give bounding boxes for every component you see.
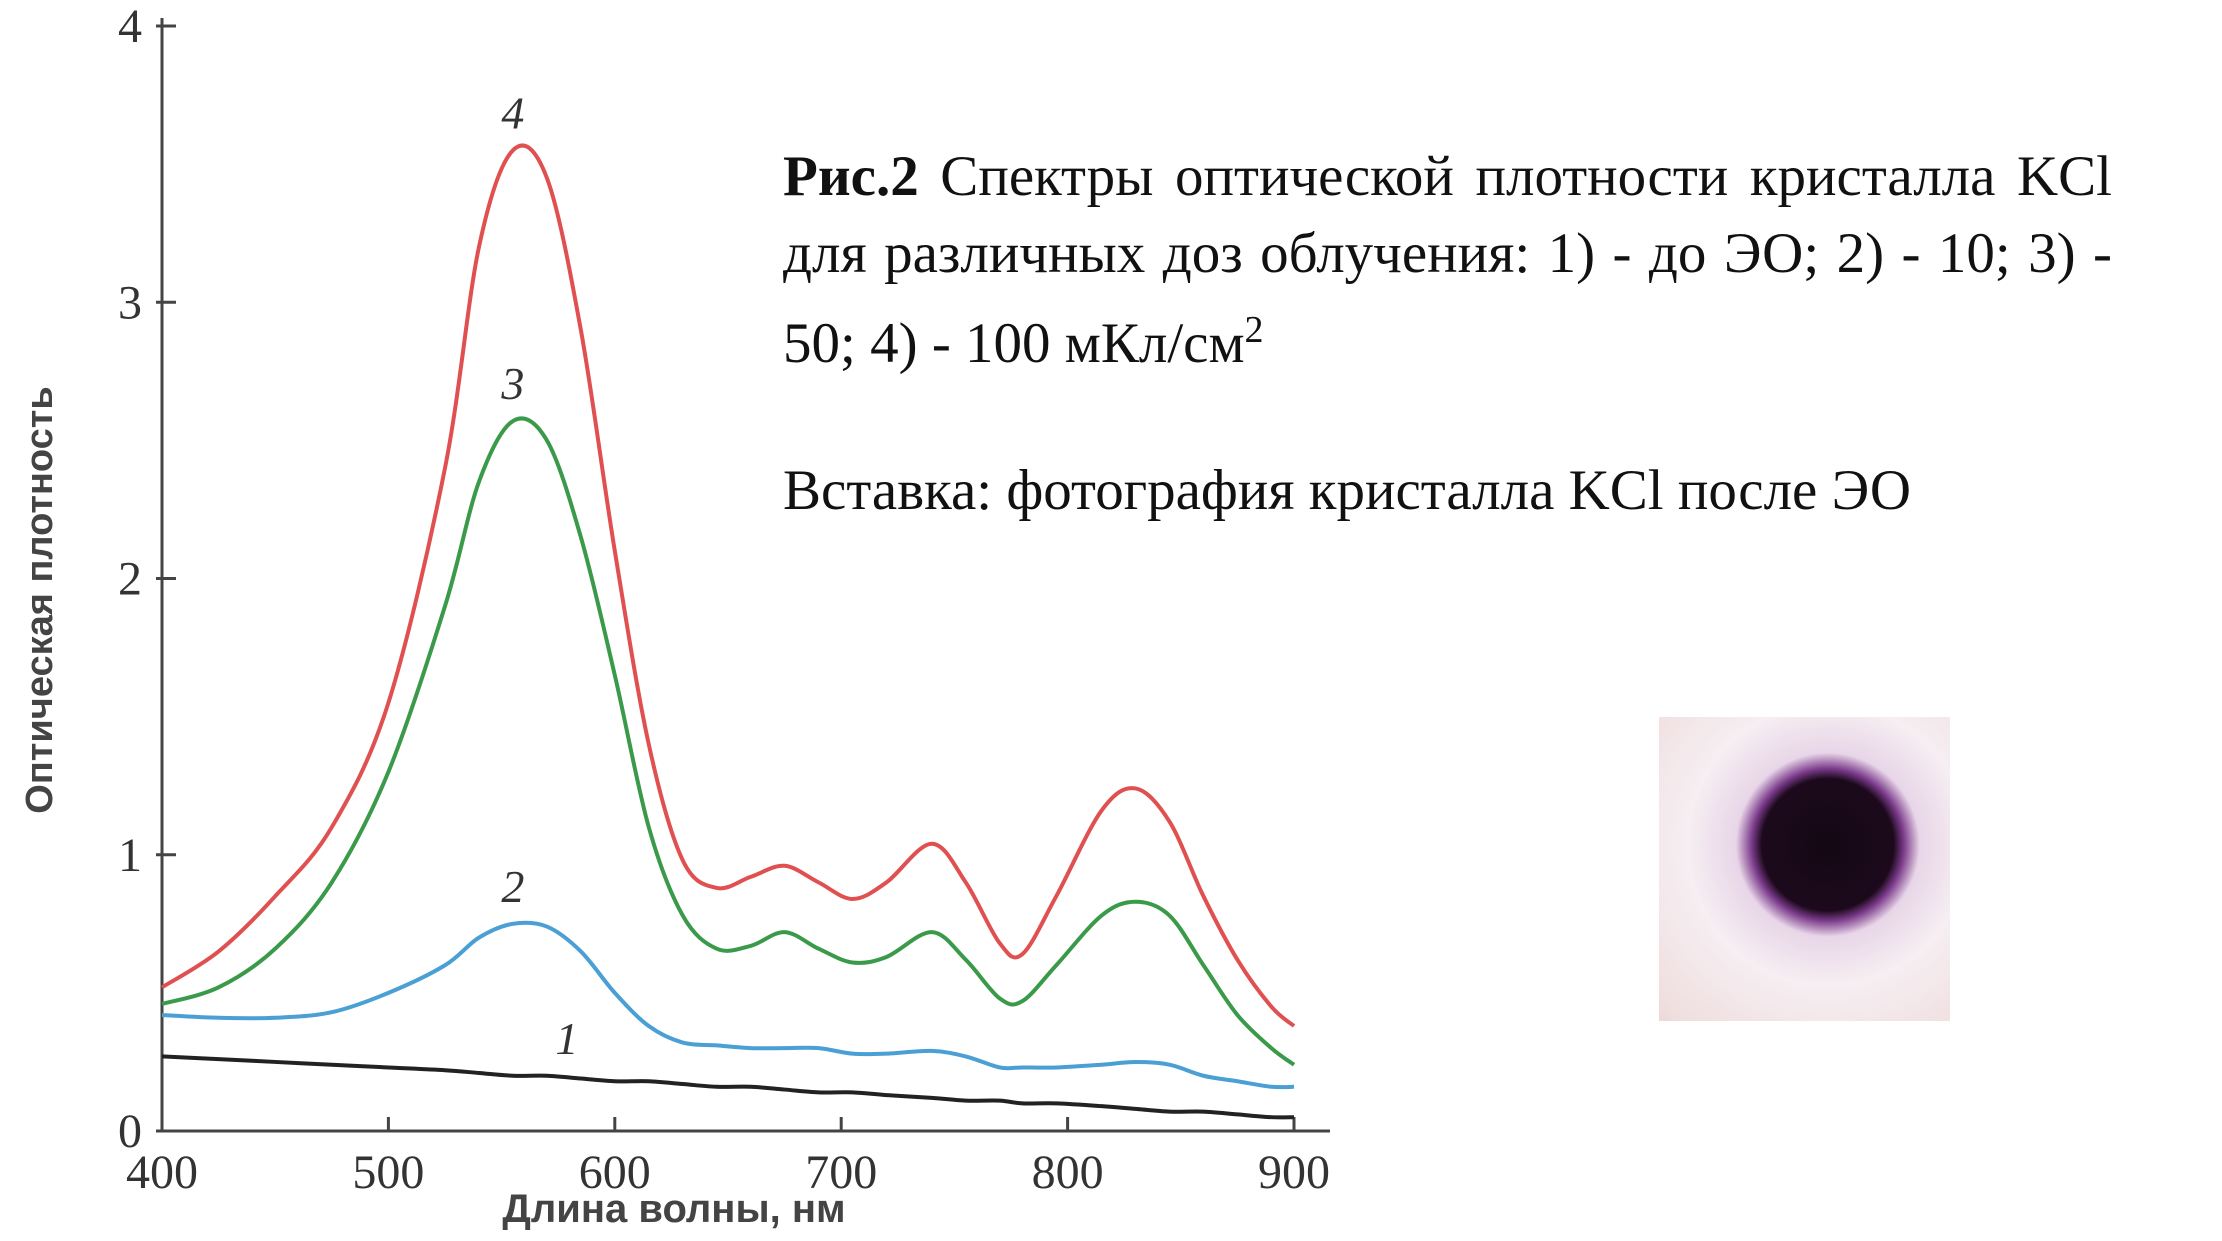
inset-photo <box>1659 717 1950 1021</box>
inset-caption: Вставка: фотография кристалла KCl после … <box>783 452 1911 529</box>
x-tick-label: 800 <box>1032 1146 1104 1199</box>
caption: Рис.2 Спектры оптической плотности крист… <box>783 138 2112 382</box>
series-line <box>162 1056 1294 1117</box>
curve-label: 3 <box>500 358 524 409</box>
caption-label: Рис.2 <box>783 145 919 208</box>
curve-label: 4 <box>501 87 524 138</box>
curve-label: 2 <box>501 861 524 912</box>
series-line <box>162 923 1294 1088</box>
page: Длина волны, нм Оптическая плотность 400… <box>0 0 2222 1241</box>
y-axis-label: Оптическая плотность <box>19 386 61 813</box>
x-tick-label: 600 <box>579 1146 651 1199</box>
y-tick-label: 2 <box>118 553 142 606</box>
y-tick-label: 4 <box>118 0 142 53</box>
x-tick-label: 700 <box>805 1146 877 1199</box>
curve-label: 1 <box>555 1013 578 1064</box>
y-tick-label: 0 <box>118 1105 142 1158</box>
x-tick-label: 500 <box>352 1146 424 1199</box>
x-axis-label: Длина волны, нм <box>502 1187 845 1231</box>
caption-superscript: 2 <box>1245 309 1264 351</box>
caption-text: Спектры оптической плотности кристалла K… <box>783 145 2112 375</box>
y-tick-label: 1 <box>118 829 142 882</box>
y-tick-label: 3 <box>118 276 142 329</box>
x-tick-label: 900 <box>1258 1146 1330 1199</box>
